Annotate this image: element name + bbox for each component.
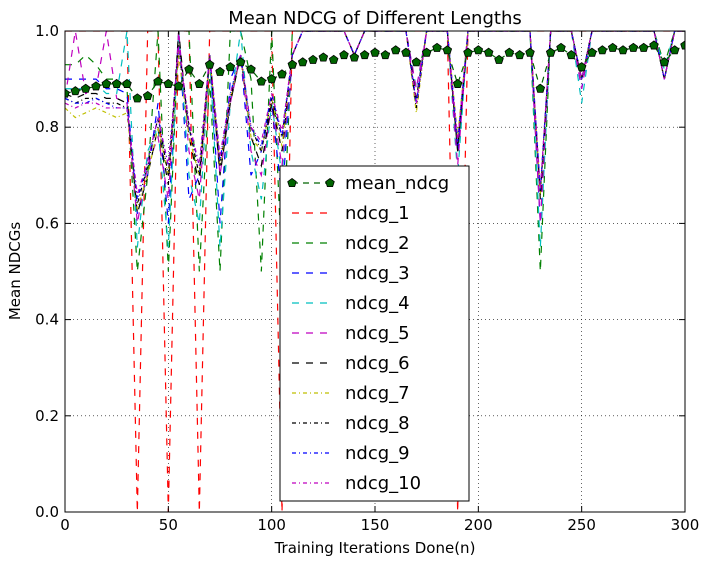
data-point-mean_ndcg <box>463 47 473 57</box>
y-tick-label: 0.6 <box>35 214 59 232</box>
data-point-mean_ndcg <box>473 45 484 55</box>
data-point-mean_ndcg <box>277 69 287 79</box>
legend-label-ndcg_6: ndcg_6 <box>345 353 410 374</box>
data-point-mean_ndcg <box>297 57 308 67</box>
legend-label-ndcg_4: ndcg_4 <box>345 293 410 314</box>
y-tick-label: 0.4 <box>35 311 59 329</box>
legend-marker <box>325 178 335 188</box>
legend-marker <box>287 178 297 188</box>
data-point-mean_ndcg <box>525 47 535 57</box>
data-point-mean_ndcg <box>359 50 370 60</box>
x-tick-label: 100 <box>257 516 286 534</box>
x-tick-label: 250 <box>567 516 596 534</box>
data-point-mean_ndcg <box>669 45 680 55</box>
data-point-mean_ndcg <box>318 52 329 62</box>
series-line-ndcg_5 <box>65 31 685 224</box>
legend-label-ndcg_9: ndcg_9 <box>345 443 410 464</box>
x-tick-label: 150 <box>361 516 390 534</box>
data-point-mean_ndcg <box>111 78 122 88</box>
y-axis-label: Mean NDCGs <box>6 222 24 321</box>
legend-label-ndcg_10: ndcg_10 <box>345 473 421 494</box>
data-point-mean_ndcg <box>649 40 659 50</box>
data-point-mean_ndcg <box>442 45 453 55</box>
x-tick-label: 50 <box>159 516 178 534</box>
legend-label-ndcg_3: ndcg_3 <box>345 263 410 284</box>
legend-label-ndcg_1: ndcg_1 <box>345 203 410 224</box>
data-point-mean_ndcg <box>153 76 163 86</box>
data-point-mean_ndcg <box>421 47 432 57</box>
y-tick-label: 0.2 <box>35 407 59 425</box>
legend-label-ndcg_5: ndcg_5 <box>345 323 410 344</box>
data-point-mean_ndcg <box>628 42 639 52</box>
data-point-mean_ndcg <box>504 47 515 57</box>
data-point-mean_ndcg <box>91 81 101 91</box>
data-point-mean_ndcg <box>122 78 132 88</box>
x-axis-label: Training Iterations Done(n) <box>274 539 476 557</box>
data-point-mean_ndcg <box>411 57 422 67</box>
y-tick-label: 0.0 <box>35 503 59 521</box>
data-point-mean_ndcg <box>452 78 463 88</box>
data-point-mean_ndcg <box>638 42 649 52</box>
data-point-mean_ndcg <box>514 50 525 60</box>
series-line-ndcg_2 <box>65 31 685 272</box>
legend-label-mean_ndcg: mean_ndcg <box>345 173 449 194</box>
data-point-mean_ndcg <box>132 93 143 103</box>
data-point-mean_ndcg <box>576 62 587 72</box>
data-point-mean_ndcg <box>308 54 318 64</box>
data-point-mean_ndcg <box>607 42 618 52</box>
data-point-mean_ndcg <box>225 62 236 72</box>
x-tick-label: 0 <box>60 516 70 534</box>
data-point-mean_ndcg <box>246 64 256 74</box>
data-point-mean_ndcg <box>618 45 628 55</box>
x-tick-label: 200 <box>464 516 493 534</box>
data-point-mean_ndcg <box>256 76 267 86</box>
data-point-mean_ndcg <box>287 59 298 69</box>
data-point-mean_ndcg <box>328 54 339 64</box>
data-point-mean_ndcg <box>380 50 391 60</box>
data-point-mean_ndcg <box>204 59 215 69</box>
data-point-mean_ndcg <box>235 57 246 67</box>
series-line-ndcg_8 <box>65 31 685 205</box>
data-point-mean_ndcg <box>215 66 225 76</box>
data-point-mean_ndcg <box>587 47 597 57</box>
series-line-ndcg_4 <box>65 31 685 248</box>
data-point-mean_ndcg <box>535 83 546 93</box>
data-point-mean_ndcg <box>80 83 91 93</box>
y-tick-label: 1.0 <box>35 22 59 40</box>
data-point-mean_ndcg <box>483 47 494 57</box>
data-point-mean_ndcg <box>266 74 277 84</box>
data-point-mean_ndcg <box>173 81 184 91</box>
data-point-mean_ndcg <box>70 86 81 96</box>
data-point-mean_ndcg <box>163 78 174 88</box>
data-point-mean_ndcg <box>680 40 685 50</box>
axis-ticks: 0 50 100 150 200 250 300 0.0 0.2 0.4 0.6 0.8 1.0 <box>35 22 699 534</box>
data-point-mean_ndcg <box>556 42 566 52</box>
data-point-mean_ndcg <box>194 78 205 88</box>
data-point-mean_ndcg <box>659 57 670 67</box>
x-tick-label: 300 <box>671 516 700 534</box>
data-point-mean_ndcg <box>142 90 153 100</box>
legend: mean_ndcg ndcg_1 ndcg_2 ndcg_3 ndcg_4 ndcg_5n… <box>279 165 470 502</box>
data-point-mean_ndcg <box>597 45 608 55</box>
series-line-ndcg_10 <box>65 31 685 195</box>
data-point-mean_ndcg <box>370 47 380 57</box>
data-point-mean_ndcg <box>65 88 70 98</box>
data-point-mean_ndcg <box>545 47 556 57</box>
legend-label-ndcg_8: ndcg_8 <box>345 413 410 434</box>
legend-label-ndcg_2: ndcg_2 <box>345 233 410 254</box>
data-point-mean_ndcg <box>401 47 411 57</box>
data-point-mean_ndcg <box>566 50 577 60</box>
series-layer <box>65 31 685 512</box>
data-point-mean_ndcg <box>101 78 112 88</box>
data-point-mean_ndcg <box>339 50 349 60</box>
data-point-mean_ndcg <box>494 54 504 64</box>
data-point-mean_ndcg <box>432 42 442 52</box>
y-tick-label: 0.8 <box>35 118 59 136</box>
legend-label-ndcg_7: ndcg_7 <box>345 383 410 404</box>
chart-title: Mean NDCG of Different Lengths <box>228 8 521 29</box>
data-point-mean_ndcg <box>349 52 360 62</box>
data-point-mean_ndcg <box>184 64 194 74</box>
data-point-mean_ndcg <box>390 45 401 55</box>
